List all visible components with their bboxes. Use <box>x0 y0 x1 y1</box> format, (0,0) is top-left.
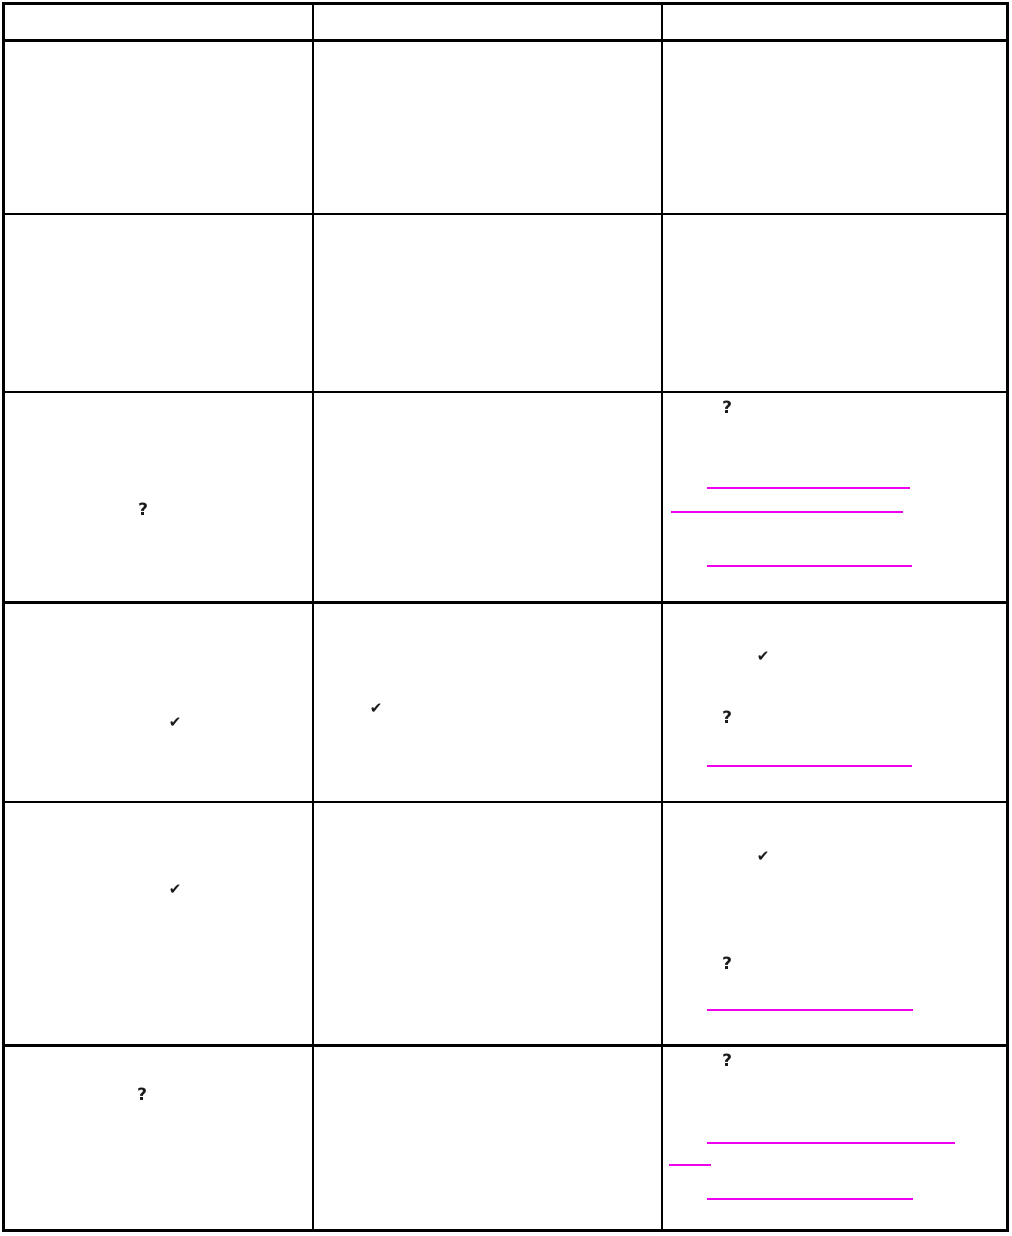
question-mark-glyph: ? <box>722 954 732 974</box>
table-row-divider <box>3 213 1008 215</box>
table-header-divider <box>3 39 1008 42</box>
checkmark-icon: ✔ <box>369 699 383 717</box>
header-cell-1 <box>5 5 312 39</box>
cell-r2c2 <box>312 213 661 391</box>
hyperlink-underline[interactable] <box>707 1142 955 1144</box>
cell-r4c3 <box>661 601 1006 801</box>
table-row-divider <box>3 1044 1008 1047</box>
cell-r3c3 <box>661 391 1006 601</box>
table-row-divider <box>3 391 1008 393</box>
question-mark-glyph: ? <box>138 500 148 520</box>
cell-r4c2 <box>312 601 661 801</box>
header-cell-3 <box>661 5 1006 39</box>
cell-r2c1 <box>5 213 312 391</box>
table-column-divider <box>312 3 314 1231</box>
cell-r6c2 <box>312 1044 661 1229</box>
question-mark-glyph: ? <box>722 398 732 418</box>
cell-r3c1 <box>5 391 312 601</box>
hyperlink-underline[interactable] <box>707 565 912 567</box>
cell-r6c3 <box>661 1044 1006 1229</box>
hyperlink-underline[interactable] <box>707 1198 913 1200</box>
hyperlink-underline[interactable] <box>671 511 903 513</box>
table-row-divider <box>3 801 1008 803</box>
hyperlink-underline[interactable] <box>707 487 910 489</box>
checkmark-icon: ✔ <box>756 647 770 665</box>
question-mark-glyph: ? <box>137 1085 147 1105</box>
cell-r1c3 <box>661 39 1006 213</box>
cell-r2c3 <box>661 213 1006 391</box>
data-table <box>5 5 1006 1229</box>
question-mark-glyph: ? <box>722 1051 732 1071</box>
cell-r1c1 <box>5 39 312 213</box>
hyperlink-underline[interactable] <box>707 1009 913 1011</box>
cell-r3c2 <box>312 391 661 601</box>
cell-r4c1 <box>5 601 312 801</box>
checkmark-icon: ✔ <box>168 713 182 731</box>
table-row-divider <box>3 601 1008 604</box>
question-mark-glyph: ? <box>722 708 732 728</box>
cell-r5c3 <box>661 801 1006 1044</box>
cell-r6c1 <box>5 1044 312 1229</box>
cell-r5c1 <box>5 801 312 1044</box>
hyperlink-underline[interactable] <box>669 1164 711 1166</box>
table-column-divider <box>661 3 663 1231</box>
cell-r5c2 <box>312 801 661 1044</box>
hyperlink-underline[interactable] <box>707 765 912 767</box>
checkmark-icon: ✔ <box>756 847 770 865</box>
cell-r1c2 <box>312 39 661 213</box>
checkmark-icon: ✔ <box>168 880 182 898</box>
header-cell-2 <box>312 5 661 39</box>
